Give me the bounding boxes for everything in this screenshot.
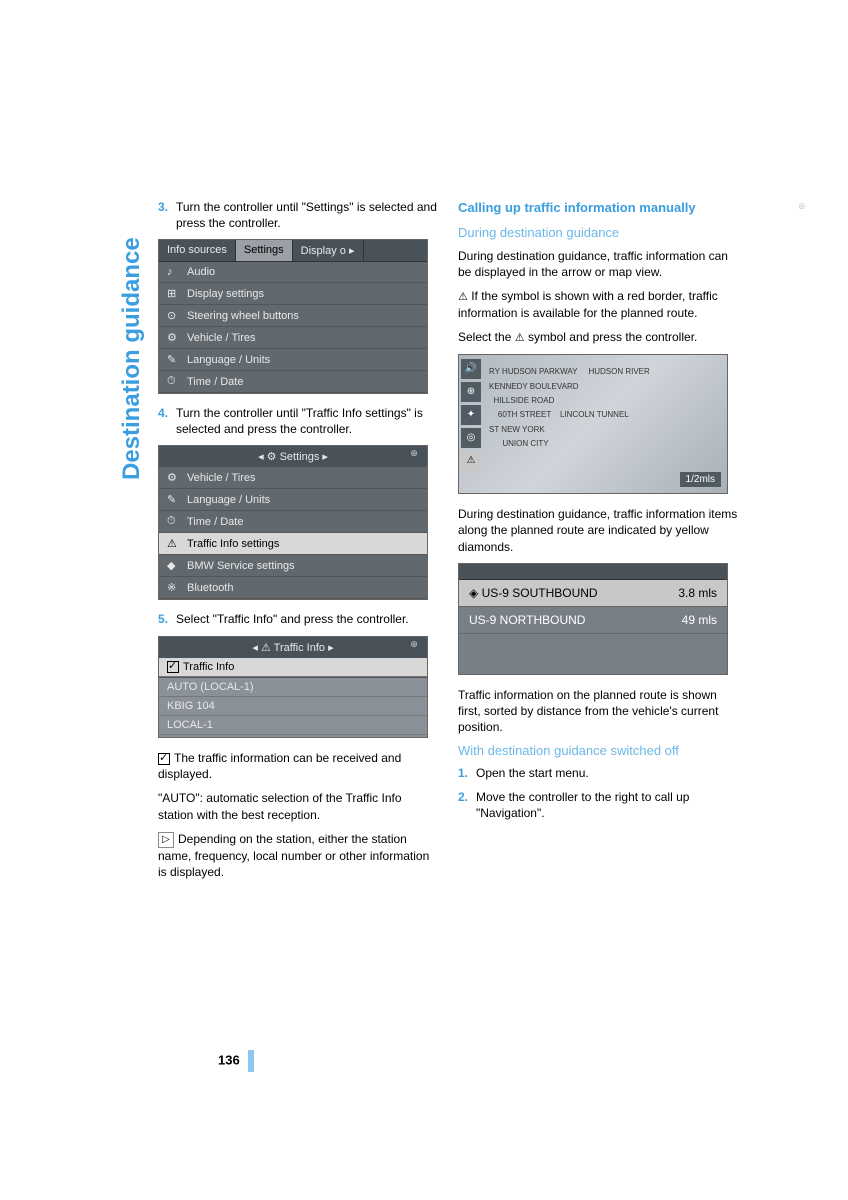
step-number: 5. — [158, 612, 176, 628]
step-number: 1. — [458, 766, 476, 782]
list-item-selected: ⚠Traffic Info settings — [159, 533, 427, 555]
sound-icon: 🔊 — [461, 359, 481, 379]
language-icon: ✎ — [167, 353, 187, 366]
language-icon: ✎ — [167, 493, 187, 506]
traffic-row: US-9 NORTHBOUND 49 mls — [459, 607, 727, 634]
heading-calling-up: Calling up traffic information manually — [458, 200, 738, 215]
idrive-icon: ⊕ — [405, 448, 423, 460]
map-scale: 1/2mls — [680, 472, 721, 487]
route-distance: 49 mls — [682, 613, 717, 627]
map-toolbar: 🔊 ⊕ ✦ ◎ ⚠ — [461, 359, 483, 474]
bluetooth-icon: ※ — [167, 581, 187, 594]
warning-icon: ⚠ — [458, 290, 468, 305]
step-5: 5. Select "Traffic Info" and press the c… — [158, 612, 438, 628]
step-text: Turn the controller until "Traffic Info … — [176, 406, 438, 437]
traffic-row-selected: ◈ US-9 SOUTHBOUND 3.8 mls — [459, 580, 727, 607]
station-item: KBIG 104 — [159, 697, 427, 716]
paragraph-warning: ⚠ If the symbol is shown with a red bord… — [458, 288, 738, 321]
map-street-labels: RY HUDSON PARKWAY HUDSON RIVER KENNEDY B… — [489, 365, 650, 451]
traffic-icon: ⚠ — [167, 537, 187, 550]
list-item: ⏱Time / Date — [159, 371, 427, 393]
screenshot-settings-tabs: Info sources Settings Display o ▸ ♪Audio… — [158, 239, 428, 394]
screenshot-header: ◂ ⚠ Traffic Info ▸⊕ — [159, 637, 427, 658]
list-item: ♪Audio — [159, 262, 427, 283]
checkbox-icon — [158, 753, 170, 765]
step-text: Open the start menu. — [476, 766, 738, 782]
target-icon: ◎ — [461, 428, 481, 448]
audio-icon: ♪ — [167, 266, 187, 278]
screenshot-traffic-list: ⊕ ◈ US-9 SOUTHBOUND 3.8 mls US-9 NORTHBO… — [458, 563, 728, 675]
paragraph: During destination guidance, traffic inf… — [458, 506, 738, 555]
service-icon: ◆ — [167, 559, 187, 572]
idrive-icon: ⊕ — [798, 201, 816, 213]
route-distance: 3.8 mls — [678, 586, 717, 600]
time-icon: ⏱ — [167, 515, 187, 528]
list-item: ※Bluetooth — [159, 577, 427, 599]
right-column: Calling up traffic information manually … — [458, 200, 738, 888]
vehicle-icon: ⚙ — [167, 471, 187, 484]
map-screenshot: 🔊 ⊕ ✦ ◎ ⚠ RY HUDSON PARKWAY HUDSON RIVER… — [458, 354, 728, 494]
step-number: 3. — [158, 200, 176, 231]
note-auto: "AUTO": automatic selection of the Traff… — [158, 790, 438, 822]
route-name: ◈ US-9 SOUTHBOUND — [469, 586, 598, 600]
screenshot-traffic-info: ◂ ⚠ Traffic Info ▸⊕ Traffic Info AUTO (L… — [158, 636, 428, 738]
list-item: ⊙Steering wheel buttons — [159, 305, 427, 327]
paragraph-select: Select the ⚠ symbol and press the contro… — [458, 329, 738, 346]
step-4: 4. Turn the controller until "Traffic In… — [158, 406, 438, 437]
note-play: ▷Depending on the station, either the st… — [158, 831, 438, 880]
list-item: ✎Language / Units — [159, 489, 427, 511]
step-text: Move the controller to the right to call… — [476, 790, 738, 821]
subheading-during: During destination guidance — [458, 225, 738, 240]
station-item: LOCAL-1 — [159, 716, 427, 735]
station-item: AUTO (LOCAL-1) — [159, 678, 427, 697]
list-item: ⚙Vehicle / Tires — [159, 467, 427, 489]
list-item: ⊞Display settings — [159, 283, 427, 305]
list-item: ◆BMW Service settings — [159, 555, 427, 577]
step-3: 3. Turn the controller until "Settings" … — [158, 200, 438, 231]
screenshot-header: ◂ ⚙ Settings ▸⊕ — [159, 446, 427, 467]
subheading-switched-off: With destination guidance switched off — [458, 743, 738, 758]
step-number: 4. — [158, 406, 176, 437]
tab-settings: Settings — [236, 240, 293, 261]
time-icon: ⏱ — [167, 375, 187, 388]
note-checked: The traffic information can be received … — [158, 750, 438, 782]
left-column: 3. Turn the controller until "Settings" … — [158, 200, 438, 888]
tab-info-sources: Info sources — [159, 240, 236, 261]
list-item: ✎Language / Units — [159, 349, 427, 371]
compass-icon: ⊕ — [461, 382, 481, 402]
step-off-2: 2. Move the controller to the right to c… — [458, 790, 738, 821]
page-number: 136 — [218, 1050, 254, 1072]
warning-icon: ⚠ — [515, 331, 525, 346]
paragraph: During destination guidance, traffic inf… — [458, 248, 738, 280]
tab-display: Display o ▸ — [293, 240, 364, 261]
idrive-icon: ⊕ — [405, 639, 423, 651]
warning-icon: ⚠ — [461, 451, 481, 471]
person-icon: ✦ — [461, 405, 481, 425]
step-text: Select "Traffic Info" and press the cont… — [176, 612, 438, 628]
display-icon: ⊞ — [167, 287, 187, 300]
checkbox-icon — [167, 661, 179, 673]
step-number: 2. — [458, 790, 476, 821]
route-name: US-9 NORTHBOUND — [469, 613, 585, 627]
vehicle-icon: ⚙ — [167, 331, 187, 344]
paragraph: Traffic information on the planned route… — [458, 687, 738, 736]
step-text: Turn the controller until "Settings" is … — [176, 200, 438, 231]
list-item: ⏱Time / Date — [159, 511, 427, 533]
play-icon: ▷ — [158, 832, 174, 848]
list-item: ⚙Vehicle / Tires — [159, 327, 427, 349]
page-number-bar — [248, 1050, 254, 1072]
screenshot-settings-list: ◂ ⚙ Settings ▸⊕ ⚙Vehicle / Tires ✎Langua… — [158, 445, 428, 600]
wheel-icon: ⊙ — [167, 309, 187, 322]
step-off-1: 1. Open the start menu. — [458, 766, 738, 782]
traffic-info-checked: Traffic Info — [159, 658, 427, 677]
